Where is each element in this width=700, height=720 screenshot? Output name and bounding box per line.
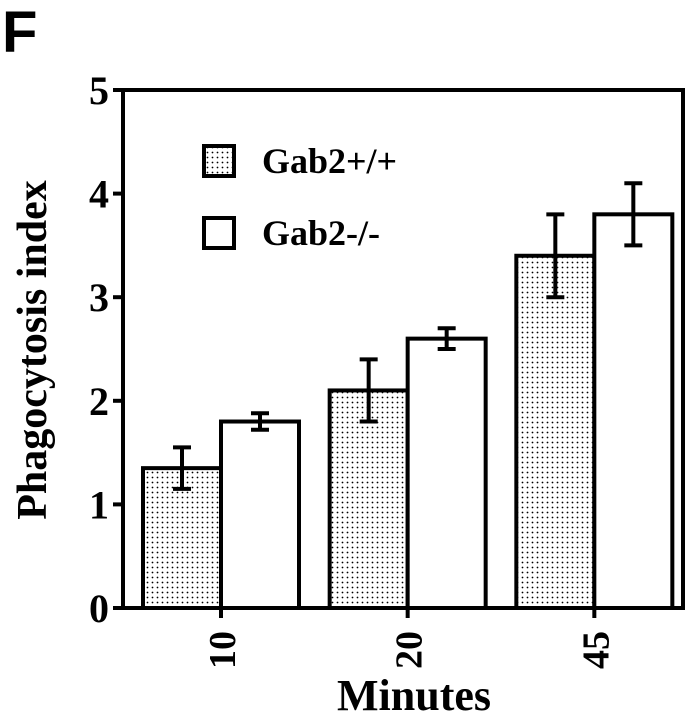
x-tick-label: 45 <box>575 631 617 669</box>
x-tick-label: 20 <box>389 631 431 669</box>
y-tick-label: 1 <box>89 482 109 527</box>
y-tick-label: 0 <box>89 586 109 631</box>
x-axis-label: Minutes <box>337 671 491 720</box>
y-tick-label: 4 <box>89 172 109 217</box>
legend-label-wildtype: Gab2+/+ <box>262 141 397 181</box>
bar-knockout-10 <box>219 419 301 610</box>
x-tick-label: 10 <box>202 631 244 669</box>
bar-knockout-45 <box>592 212 675 610</box>
legend-swatch-wildtype <box>202 144 236 178</box>
bar-wildtype-45 <box>514 253 597 610</box>
y-tick-label: 3 <box>89 275 109 320</box>
plot-frame <box>121 88 685 610</box>
legend-label-knockout: Gab2-/- <box>262 213 380 253</box>
legend: Gab2+/+ Gab2-/- <box>202 141 397 253</box>
y-tick-label: 5 <box>89 68 109 113</box>
y-tick-label: 2 <box>89 379 109 424</box>
y-axis-label: Phagocytosis index <box>10 180 56 520</box>
legend-swatch-knockout <box>202 216 236 250</box>
bar-knockout-20 <box>405 336 488 610</box>
panel-label: F <box>2 0 37 65</box>
